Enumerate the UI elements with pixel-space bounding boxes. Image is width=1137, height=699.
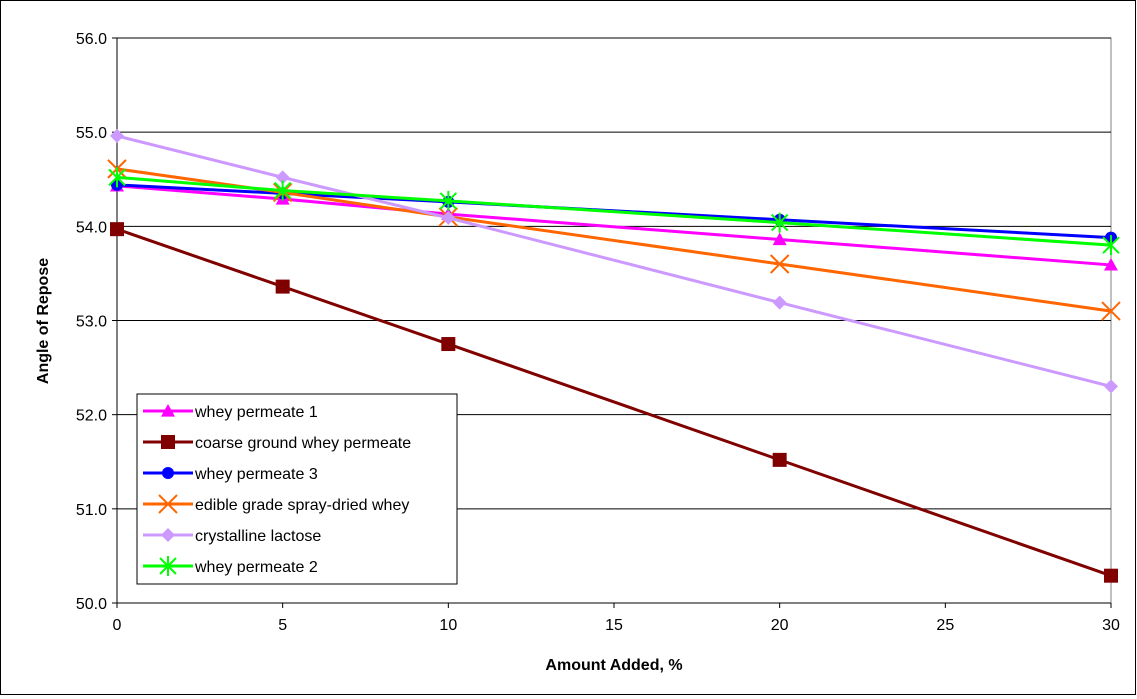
series-6 [108, 167, 1120, 256]
data-point [770, 212, 789, 233]
data-point [772, 232, 787, 246]
series-group [107, 128, 1121, 583]
y-tick-label: 56.0 [76, 31, 107, 48]
data-point [769, 254, 790, 274]
x-axis-title: Amount Added, % [545, 657, 682, 674]
x-tick-label: 30 [1102, 617, 1120, 634]
legend-label: whey permeate 1 [194, 404, 318, 421]
legend-swatch-marker [159, 556, 177, 576]
legend-swatch-marker [158, 494, 178, 514]
legend-item: whey permeate 2 [143, 556, 318, 576]
series-5 [110, 128, 1118, 394]
data-point [275, 279, 290, 294]
legend-label: edible grade spray-dried whey [195, 497, 409, 514]
x-tick-label: 0 [113, 617, 122, 634]
data-point [110, 128, 124, 143]
legend-swatch-marker [162, 467, 174, 479]
data-point [1104, 257, 1118, 271]
x-tick-label: 5 [278, 617, 287, 634]
data-point [1104, 568, 1118, 583]
legend-swatch-marker [161, 528, 175, 542]
legend: whey permeate 1 coarse ground whey permea… [136, 393, 458, 585]
legend-swatch-marker [161, 404, 175, 417]
data-point [1102, 235, 1120, 256]
y-tick-label: 54.0 [76, 219, 107, 236]
x-tick-label: 25 [936, 617, 954, 634]
legend-item: whey permeate 1 [143, 404, 318, 421]
legend-label: crystalline lactose [195, 528, 321, 545]
y-tick-label: 55.0 [76, 125, 107, 142]
y-tick-label: 50.0 [76, 596, 107, 613]
legend-item: crystalline lactose [143, 528, 321, 545]
y-axis-title: Angle of Repose [35, 258, 52, 384]
legend-label: whey permeate 3 [194, 466, 318, 483]
x-tick-label: 10 [439, 617, 457, 634]
data-point [441, 337, 456, 352]
legend-item: whey permeate 3 [143, 466, 318, 483]
legend-box [136, 393, 458, 585]
y-tick-label: 51.0 [76, 502, 107, 519]
x-tick-label: 15 [605, 617, 623, 634]
y-tick-label: 52.0 [76, 408, 107, 425]
legend-swatch-marker [161, 435, 175, 449]
data-point [110, 222, 124, 237]
axis-ticks: 50.0 51.0 52.0 53.0 54.0 55.0 56.0 0 5 10 15 20 25 30 [76, 31, 1120, 634]
data-point [772, 452, 787, 467]
legend-item: coarse ground whey permeate [143, 435, 411, 452]
data-point [1101, 301, 1121, 321]
data-point [273, 180, 292, 201]
data-point [772, 295, 787, 310]
series-2 [110, 222, 1118, 583]
x-tick-label: 20 [771, 617, 789, 634]
legend-label: whey permeate 2 [194, 559, 318, 576]
data-point [275, 170, 290, 185]
legend-label: coarse ground whey permeate [195, 435, 411, 452]
data-point [439, 190, 458, 211]
data-point [1104, 379, 1118, 394]
y-tick-label: 53.0 [76, 314, 107, 331]
legend-item: edible grade spray-dried whey [143, 494, 409, 514]
data-point [441, 210, 456, 225]
data-point [108, 167, 126, 188]
